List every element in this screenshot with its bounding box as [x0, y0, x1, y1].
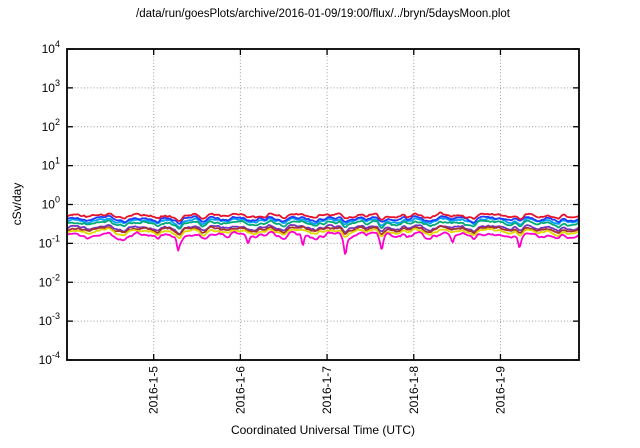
series-line-cyan — [66, 216, 579, 229]
plot-title: /data/run/goesPlots/archive/2016-01-09/1… — [136, 8, 510, 20]
series-line-blue — [66, 214, 580, 225]
x-tick-label: 2016-1-9 — [493, 366, 507, 414]
y-axis-label: cSv/day — [10, 182, 24, 226]
y-tick-label: 10-2 — [39, 272, 60, 289]
series-line-magenta — [66, 230, 580, 255]
x-tick-label: 2016-1-5 — [147, 366, 161, 414]
y-tick-label: 101 — [42, 156, 60, 173]
y-tick-label: 103 — [42, 78, 60, 95]
plot-border — [66, 48, 580, 361]
y-tick-label: 100 — [42, 195, 60, 212]
series-line-red — [66, 211, 580, 222]
y-tick-label: 10-3 — [39, 311, 60, 328]
series-line-teal-green — [66, 219, 580, 230]
x-axis-label: Coordinated Universal Time (UTC) — [230, 423, 416, 437]
y-tick-label: 10-4 — [39, 350, 60, 367]
y-tick-label: 104 — [42, 39, 60, 56]
x-tick-label: 2016-1-8 — [407, 366, 421, 414]
y-tick-label: 102 — [42, 117, 60, 134]
x-tick-label: 2016-1-7 — [320, 366, 334, 414]
series-line-dark-red — [66, 225, 580, 236]
y-tick-label: 10-1 — [39, 233, 60, 250]
x-tick-label: 2016-1-6 — [233, 366, 247, 414]
series-line-yellow — [66, 227, 580, 240]
